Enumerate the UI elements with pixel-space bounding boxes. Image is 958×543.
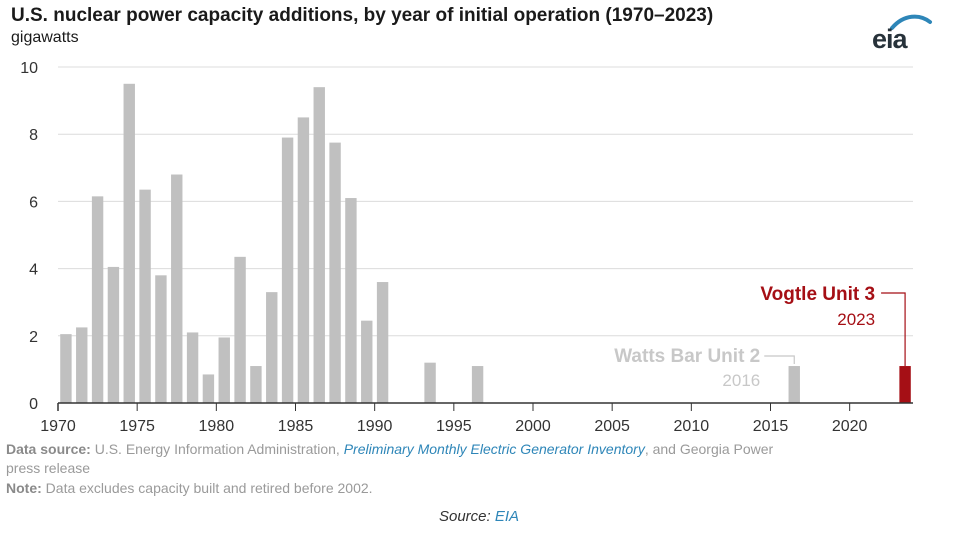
source-caption-label: Source: [438, 508, 495, 525]
footer-data-source: Data source: U.S. Energy Information Adm… [6, 441, 773, 457]
bar [234, 256, 246, 403]
bar [899, 366, 911, 403]
footer-data-source-continued: press release [6, 460, 91, 476]
bar [202, 374, 215, 403]
x-tick-label: 2020 [832, 418, 868, 435]
bar [281, 137, 294, 403]
bar [155, 275, 167, 403]
x-tick-label: 2005 [594, 418, 630, 435]
bar [788, 366, 800, 403]
bar [60, 334, 72, 403]
eia-logo-swoosh-icon [890, 14, 932, 30]
y-tick-label: 8 [29, 127, 38, 144]
x-tick-label: 1990 [357, 418, 393, 435]
footer-data-source-link[interactable]: Preliminary Monthly Electric Generator I… [343, 441, 645, 457]
eia-logo-text: eia [872, 24, 908, 54]
annotation-leader-line [881, 292, 906, 367]
bar [91, 196, 104, 403]
bar [297, 117, 310, 404]
bar [361, 320, 373, 403]
x-tick-label: 1980 [199, 418, 235, 435]
bar [345, 198, 357, 403]
annotation-vogtle-label: Vogtle Unit 3 [760, 284, 875, 305]
y-tick-label: 0 [29, 396, 38, 413]
chart-title: U.S. nuclear power capacity additions, b… [11, 5, 714, 26]
x-tick-label: 1995 [436, 418, 472, 435]
annotation-watts-bar-label: Watts Bar Unit 2 [614, 346, 760, 367]
y-tick-label: 2 [29, 329, 38, 346]
y-tick-label: 4 [29, 262, 38, 279]
bar [313, 87, 325, 403]
bar [171, 174, 183, 403]
bar [76, 327, 88, 403]
bar [186, 332, 199, 403]
source-caption: Source: EIA [0, 508, 958, 525]
y-tick-label: 6 [29, 194, 38, 211]
footer-note-text: Data excludes capacity built and retired… [41, 480, 373, 496]
x-tick-label: 1975 [119, 418, 155, 435]
footer-data-source-text-end: , and Georgia Power [644, 441, 774, 457]
bar [250, 366, 262, 403]
bar [266, 292, 278, 403]
chart-unit-label: gigawatts [11, 29, 79, 46]
bar [218, 337, 230, 403]
bar [471, 366, 484, 403]
x-tick-label: 2015 [753, 418, 789, 435]
bar [424, 362, 436, 403]
annotation-vogtle-year: 2023 [837, 310, 875, 329]
annotation-leader-line [764, 355, 795, 365]
bar [123, 83, 135, 404]
y-tick-label: 10 [20, 60, 38, 77]
footer-data-source-text: U.S. Energy Information Administration, [90, 441, 344, 457]
bar [107, 266, 120, 403]
footer-note-label: Note: [6, 480, 42, 496]
bar-chart: 0 2 4 6 8 10 1970 1975 1980 1985 1990 1995 2000 2005 2… [20, 60, 913, 435]
x-tick-label: 1970 [40, 418, 76, 435]
bar [139, 189, 151, 403]
x-tick-label: 2000 [515, 418, 551, 435]
source-caption-link[interactable]: EIA [494, 508, 520, 525]
footer-note: Note: Data excludes capacity built and r… [6, 480, 373, 496]
x-tick-label: 1985 [278, 418, 314, 435]
bar [376, 282, 389, 403]
footer-data-source-label: Data source: [6, 441, 91, 457]
bar [329, 142, 341, 403]
eia-logo: eia [872, 12, 934, 56]
annotation-watts-bar-year: 2016 [722, 371, 760, 390]
x-tick-label: 2010 [674, 418, 710, 435]
